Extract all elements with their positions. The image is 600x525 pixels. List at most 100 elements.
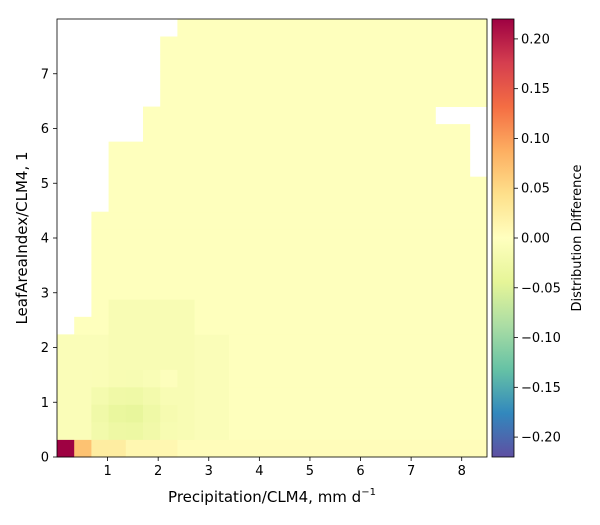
heatmap-cell	[418, 176, 436, 195]
heatmap-cell	[469, 19, 488, 37]
heatmap-cell	[280, 386, 299, 405]
heatmap-cell	[229, 334, 247, 353]
heatmap-cell	[452, 386, 471, 405]
heatmap-cell	[383, 19, 402, 37]
heatmap-cell	[246, 54, 264, 72]
heatmap-cell	[74, 439, 92, 458]
heatmap-cell	[452, 141, 471, 160]
heatmap-cells	[57, 19, 488, 458]
heatmap-cell	[349, 386, 367, 405]
heatmap-cell	[349, 124, 367, 143]
heatmap-cell	[263, 71, 281, 90]
heatmap-cell	[74, 386, 92, 405]
heatmap-cell	[125, 281, 144, 300]
heatmap-cell	[383, 71, 402, 90]
heatmap-cell	[315, 89, 333, 107]
heatmap-cell	[143, 194, 161, 213]
heatmap-cell	[452, 369, 471, 388]
y-tick-label: 3	[41, 286, 49, 301]
heatmap-cell	[366, 159, 385, 178]
heatmap-cell	[211, 334, 230, 353]
heatmap-cell	[229, 246, 247, 265]
heatmap-cell	[229, 89, 247, 107]
heatmap-cell	[211, 124, 230, 143]
heatmap-cell	[332, 19, 350, 37]
heatmap-cell	[452, 36, 471, 55]
heatmap-cell	[297, 369, 316, 388]
heatmap-cell	[280, 229, 299, 248]
heatmap-cell	[349, 89, 367, 107]
heatmap-cell	[160, 194, 178, 213]
heatmap-cell	[143, 334, 161, 353]
heatmap-cell	[452, 421, 471, 440]
heatmap-cell	[91, 211, 109, 230]
heatmap-cell	[315, 159, 333, 178]
heatmap-cell	[418, 141, 436, 160]
heatmap-cell	[211, 141, 230, 160]
heatmap-cell	[332, 439, 350, 458]
heatmap-cell	[401, 211, 419, 230]
heatmap-cell	[401, 89, 419, 107]
heatmap-cell	[366, 176, 385, 195]
heatmap-cell	[401, 404, 419, 423]
heatmap-cell	[194, 141, 213, 160]
heatmap-cell	[349, 141, 367, 160]
x-tick-label: 6	[356, 464, 364, 479]
heatmap-cell	[229, 19, 247, 37]
heatmap-cell	[297, 159, 316, 178]
heatmap-cell	[211, 404, 230, 423]
heatmap-cell	[332, 334, 350, 353]
heatmap-cell	[160, 316, 178, 335]
heatmap-cell	[194, 229, 213, 248]
colorbar-tick-label: −0.20	[521, 431, 561, 446]
heatmap-cell	[143, 159, 161, 178]
heatmap-cell	[57, 351, 75, 370]
heatmap-cell	[246, 264, 264, 283]
heatmap-cell	[211, 264, 230, 283]
heatmap-cell	[91, 404, 109, 423]
heatmap-cell	[435, 334, 453, 353]
heatmap-cell	[349, 439, 367, 458]
heatmap-cell	[297, 281, 316, 300]
heatmap-cell	[194, 176, 213, 195]
heatmap-cell	[383, 404, 402, 423]
heatmap-cell	[57, 369, 75, 388]
heatmap-cell	[383, 246, 402, 265]
heatmap-cell	[332, 89, 350, 107]
heatmap-cell	[366, 36, 385, 55]
heatmap-cell	[401, 141, 419, 160]
heatmap-cell	[452, 404, 471, 423]
heatmap-cell	[469, 386, 488, 405]
heatmap-cell	[229, 106, 247, 125]
heatmap-cell	[211, 369, 230, 388]
heatmap-cell	[366, 264, 385, 283]
heatmap-cell	[401, 159, 419, 178]
heatmap-cell	[418, 159, 436, 178]
heatmap-cell	[91, 229, 109, 248]
heatmap-cell	[177, 316, 195, 335]
heatmap-cell	[418, 369, 436, 388]
heatmap-cell	[229, 141, 247, 160]
heatmap-cell	[263, 369, 281, 388]
heatmap-cell	[469, 264, 488, 283]
heatmap-cell	[452, 159, 471, 178]
heatmap-cell	[57, 334, 75, 353]
heatmap-cell	[332, 351, 350, 370]
heatmap-cell	[297, 176, 316, 195]
heatmap-cell	[366, 106, 385, 125]
heatmap-cell	[332, 421, 350, 440]
heatmap-cell	[246, 369, 264, 388]
heatmap-cell	[349, 264, 367, 283]
heatmap-cell	[177, 36, 195, 55]
heatmap-cell	[229, 159, 247, 178]
x-axis: 1 2 3 4 5 6 7 8	[103, 457, 466, 479]
heatmap-cell	[280, 159, 299, 178]
heatmap-cell	[160, 334, 178, 353]
heatmap-cell	[177, 71, 195, 90]
heatmap-cell	[246, 404, 264, 423]
heatmap-cell	[383, 316, 402, 335]
y-axis-label: LeafAreaIndex/CLM4, 1	[13, 151, 31, 324]
heatmap-cell	[469, 334, 488, 353]
heatmap-cell	[91, 369, 109, 388]
heatmap-cell	[143, 404, 161, 423]
